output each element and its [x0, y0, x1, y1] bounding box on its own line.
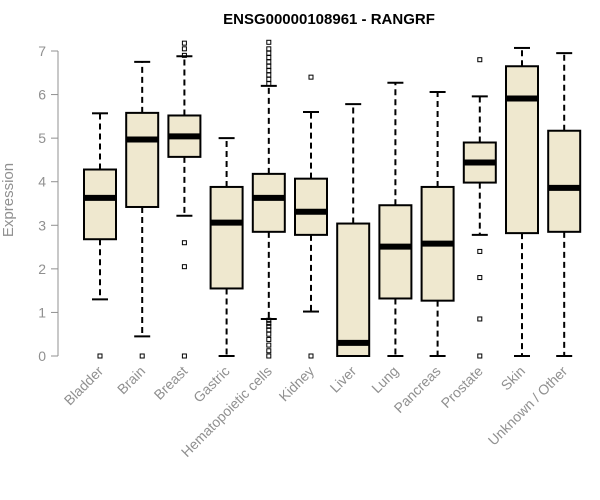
outlier-point — [266, 323, 272, 329]
box-body — [125, 111, 160, 208]
box-hematopoietic-cells — [251, 39, 286, 359]
x-category-label: Kidney — [276, 363, 318, 405]
outlier-point — [139, 353, 145, 359]
outlier-point — [97, 353, 103, 359]
outlier-point — [181, 46, 187, 52]
x-category-label: Lung — [368, 363, 401, 396]
box-prostate — [462, 57, 497, 359]
outlier-point — [181, 40, 187, 46]
outlier-point — [266, 331, 272, 337]
y-axis-label: Expression — [0, 163, 17, 237]
box-body — [251, 172, 286, 233]
box-body — [378, 204, 413, 300]
y-tick-label: 2 — [38, 261, 46, 277]
outlier-point — [181, 52, 187, 58]
outlier-point — [308, 353, 314, 359]
box-kidney — [294, 74, 328, 359]
outlier-point — [181, 264, 187, 270]
box-body — [336, 222, 371, 357]
outlier-point — [266, 320, 272, 326]
x-category-label: Brain — [114, 363, 148, 397]
box-body — [547, 129, 582, 233]
box-pancreas — [420, 90, 455, 357]
outlier-point — [266, 68, 272, 74]
box-group — [83, 39, 582, 359]
outlier-point — [266, 317, 272, 323]
y-tick-label: 5 — [38, 130, 46, 146]
box-body — [294, 177, 328, 236]
y-tick-label: 6 — [38, 87, 46, 103]
outlier-point — [266, 342, 272, 348]
outlier-point — [266, 59, 272, 65]
outlier-point — [477, 275, 483, 281]
outlier-point — [477, 316, 483, 322]
box-brain — [125, 60, 160, 359]
outlier-point — [266, 348, 272, 354]
chart-title: ENSG00000108961 - RANGRF — [223, 11, 435, 28]
outlier-point — [266, 327, 272, 333]
x-category-label: Skin — [498, 363, 529, 394]
box-gastric — [209, 137, 244, 357]
outlier-point — [266, 72, 272, 78]
x-category-label: Prostate — [438, 363, 486, 411]
outlier-point — [477, 353, 483, 359]
x-category-label: Breast — [151, 363, 191, 403]
box-skin — [505, 46, 539, 357]
box-body — [209, 185, 244, 290]
x-category-label: Bladder — [61, 363, 107, 409]
y-tick-label: 4 — [38, 174, 46, 190]
box-unknown-other — [547, 52, 582, 357]
outlier-point — [266, 50, 272, 56]
outlier-point — [266, 55, 272, 61]
box-bladder — [83, 112, 117, 359]
outlier-point — [308, 74, 314, 80]
outlier-point — [266, 63, 272, 69]
outlier-point — [181, 353, 187, 359]
x-category-label: Unknown / Other — [485, 363, 571, 449]
outlier-point — [266, 46, 272, 52]
y-axis: 0 1 2 3 4 5 6 7 — [38, 43, 59, 364]
box-body — [505, 65, 539, 235]
x-category-label: Pancreas — [391, 363, 444, 416]
y-tick-label: 3 — [38, 217, 46, 233]
outlier-point — [477, 57, 483, 63]
x-category-label: Liver — [327, 363, 360, 396]
outlier-point — [266, 336, 272, 342]
outlier-point — [266, 353, 272, 359]
y-tick-label: 1 — [38, 304, 46, 320]
box-liver — [336, 103, 371, 357]
y-tick-label: 7 — [38, 43, 46, 59]
outlier-point — [181, 240, 187, 246]
outlier-point — [477, 248, 483, 254]
y-tick-label: 0 — [38, 348, 46, 364]
box-body — [83, 168, 117, 241]
outlier-point — [266, 39, 272, 45]
box-lung — [378, 81, 413, 357]
box-breast — [167, 40, 202, 359]
outlier-point — [266, 76, 272, 82]
